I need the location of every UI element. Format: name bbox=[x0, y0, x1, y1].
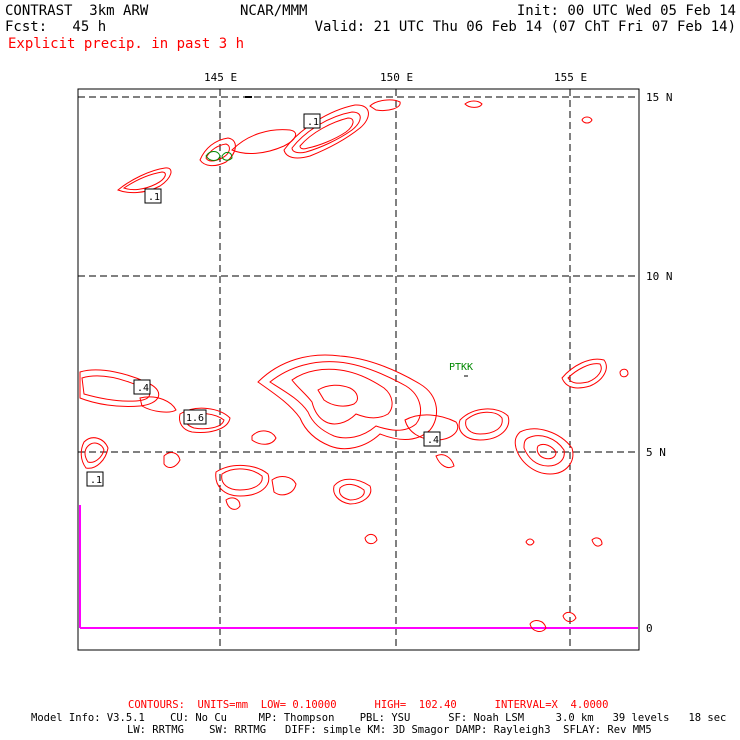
lat-label-5: 5 N bbox=[646, 446, 666, 459]
valid-time: Valid: 21 UTC Thu 06 Feb 14 (07 ChT Fri … bbox=[314, 19, 736, 35]
contour-label-box bbox=[303, 113, 321, 129]
contour-info: CONTOURS: UNITS=mm LOW= 0.10000 HIGH= 10… bbox=[128, 699, 609, 711]
forecast-hour: Fcst: 45 h bbox=[5, 19, 107, 35]
lon-label-145: 145 E bbox=[204, 71, 237, 84]
contour-label-box bbox=[86, 471, 104, 487]
lat-label-15: 15 N bbox=[646, 91, 673, 104]
contour-label-box bbox=[133, 379, 151, 395]
green-contours bbox=[205, 151, 233, 161]
contour-labels: .1 .1 .4 1.6 .4 .1 bbox=[86, 113, 441, 487]
init-time: Init: 00 UTC Wed 05 Feb 14 bbox=[516, 3, 736, 19]
contour-label: .4 bbox=[137, 383, 149, 394]
field-title: Explicit precip. in past 3 h bbox=[8, 36, 245, 52]
contour-label: .1 bbox=[90, 475, 102, 486]
precip-contours bbox=[79, 99, 629, 632]
contour-label: .1 bbox=[307, 117, 319, 128]
coastline bbox=[79, 505, 638, 629]
model-info-line1: Model Info: V3.5.1 CU: No Cu MP: Thompso… bbox=[31, 712, 727, 724]
contour-label: 1.6 bbox=[186, 413, 204, 424]
contour-label-box bbox=[183, 409, 207, 425]
contour-label: .4 bbox=[427, 435, 439, 446]
organization: NCAR/MMM bbox=[240, 3, 308, 19]
lat-label-0: 0 bbox=[646, 622, 653, 635]
model-info-line2: LW: RRTMG SW: RRTMG DIFF: simple KM: 3D … bbox=[127, 724, 652, 736]
lat-label-10: 10 N bbox=[646, 270, 673, 283]
contour-label-box bbox=[423, 431, 441, 447]
contour-label-box bbox=[144, 188, 162, 204]
map-frame bbox=[77, 88, 640, 651]
station-label-ptkk: PTKK bbox=[449, 362, 473, 373]
contour-label: .1 bbox=[148, 192, 160, 203]
model-title: CONTRAST 3km ARW bbox=[5, 3, 149, 19]
lat-lon-grid bbox=[78, 89, 639, 650]
lon-label-150: 150 E bbox=[380, 71, 413, 84]
lon-label-155: 155 E bbox=[554, 71, 587, 84]
